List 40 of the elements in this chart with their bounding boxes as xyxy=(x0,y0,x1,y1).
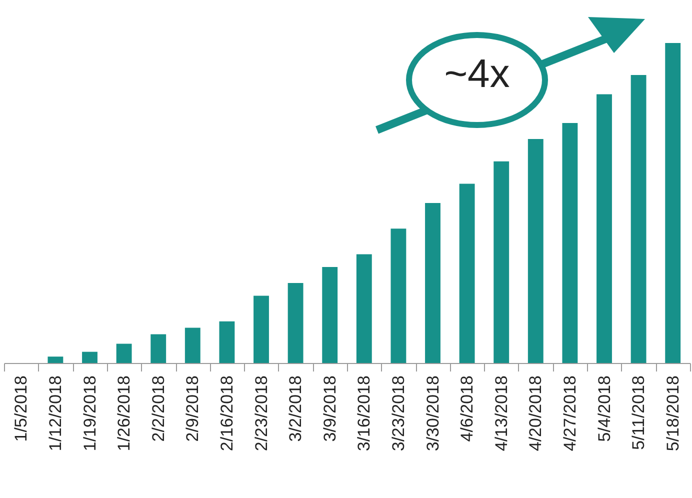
x-tick-label: 2/16/2018 xyxy=(217,376,236,452)
x-tick-label: 3/30/2018 xyxy=(423,376,442,452)
x-tick-label: 4/13/2018 xyxy=(492,376,511,452)
x-tick-label: 1/5/2018 xyxy=(12,376,31,442)
bar xyxy=(356,254,372,363)
x-tick-label: 4/20/2018 xyxy=(526,376,546,452)
x-tick-label: 5/4/2018 xyxy=(594,376,614,442)
bar xyxy=(630,75,646,363)
x-tick-label: 5/18/2018 xyxy=(663,376,682,452)
bar xyxy=(288,283,304,363)
bar xyxy=(184,328,200,363)
x-tick-label: 3/16/2018 xyxy=(354,376,374,452)
x-tick-label: 4/6/2018 xyxy=(458,376,477,442)
x-tick-label: 1/26/2018 xyxy=(114,376,134,452)
bar xyxy=(390,228,406,363)
x-tick-label: 4/27/2018 xyxy=(560,376,580,452)
annotation: ~4x xyxy=(443,52,511,97)
bar xyxy=(116,344,132,363)
bar xyxy=(82,352,98,363)
bar xyxy=(596,94,612,363)
bar xyxy=(528,139,544,363)
bar xyxy=(322,267,338,363)
bar xyxy=(425,203,440,363)
x-tick-label: 2/9/2018 xyxy=(183,376,202,442)
x-tick-label: 3/23/2018 xyxy=(388,376,408,452)
x-tick-label: 1/19/2018 xyxy=(80,376,100,452)
bar xyxy=(665,43,681,363)
bar xyxy=(562,123,578,363)
bar xyxy=(219,321,235,363)
x-tick-label: 1/12/2018 xyxy=(46,376,65,452)
bar xyxy=(494,161,510,363)
x-tick-label: 3/2/2018 xyxy=(286,376,306,442)
x-tick-label: 5/11/2018 xyxy=(629,376,648,450)
bar xyxy=(459,184,475,363)
x-tick-label: 2/2/2018 xyxy=(148,376,168,442)
bar xyxy=(254,296,269,363)
bar xyxy=(48,356,64,363)
x-tick-label: 2/23/2018 xyxy=(252,376,271,452)
x-tick-label: 3/9/2018 xyxy=(320,376,340,442)
bar xyxy=(150,334,166,363)
